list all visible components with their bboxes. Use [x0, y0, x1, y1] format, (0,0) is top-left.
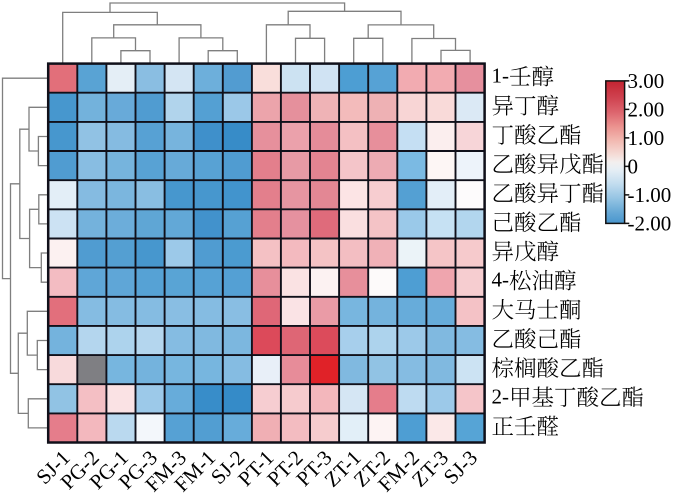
- svg-text:-1.00: -1.00: [628, 183, 672, 207]
- svg-text:2-: 2-: [492, 384, 510, 408]
- svg-text:1.00: 1.00: [628, 126, 665, 150]
- svg-text:4-: 4-: [492, 268, 510, 292]
- svg-text:1-: 1-: [492, 64, 510, 88]
- svg-text:3.00: 3.00: [628, 69, 665, 93]
- svg-text:0: 0: [628, 155, 639, 179]
- svg-text:-2.00: -2.00: [628, 212, 672, 236]
- svg-text:2.00: 2.00: [628, 98, 665, 122]
